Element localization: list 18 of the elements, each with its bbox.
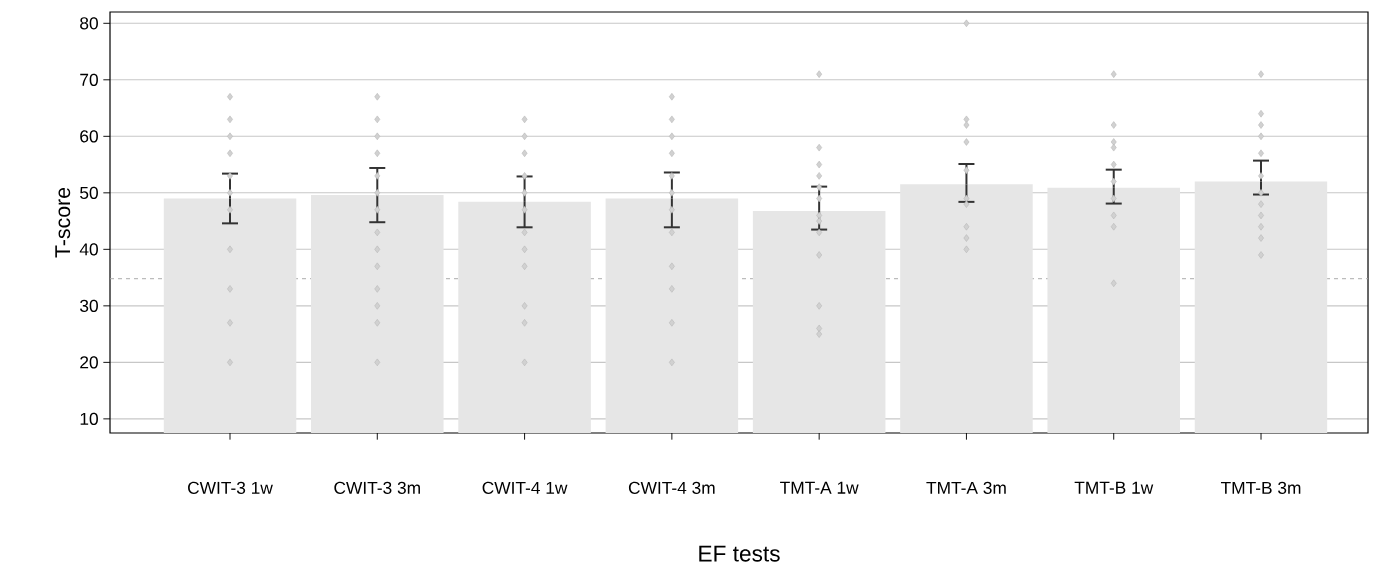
- x-tick-label: TMT-B 1w: [1074, 481, 1154, 494]
- x-tick-label: TMT-A 3m: [926, 481, 1006, 494]
- y-axis-title: T-score: [55, 187, 71, 258]
- x-axis-title: EF tests: [699, 545, 780, 562]
- y-tick-label: 10: [80, 412, 98, 426]
- y-tick-label: 60: [80, 130, 98, 143]
- y-tick-label: 20: [80, 356, 98, 369]
- x-tick-label: TMT-A 1w: [780, 481, 859, 494]
- x-tick-label: CWIT-4 3m: [628, 481, 715, 494]
- y-tick-label: 70: [80, 73, 98, 86]
- y-tick-label: 80: [80, 17, 98, 30]
- y-tick-label: 50: [80, 186, 98, 199]
- x-tick-label: CWIT-4 1w: [482, 481, 568, 494]
- y-tick-label: 40: [79, 243, 98, 256]
- x-tick-label: TMT-B 3m: [1220, 481, 1301, 494]
- x-tick-label: CWIT-3 3m: [334, 481, 420, 494]
- y-tick-label: 30: [80, 299, 98, 312]
- x-tick-label: CWIT-3 1w: [188, 481, 273, 494]
